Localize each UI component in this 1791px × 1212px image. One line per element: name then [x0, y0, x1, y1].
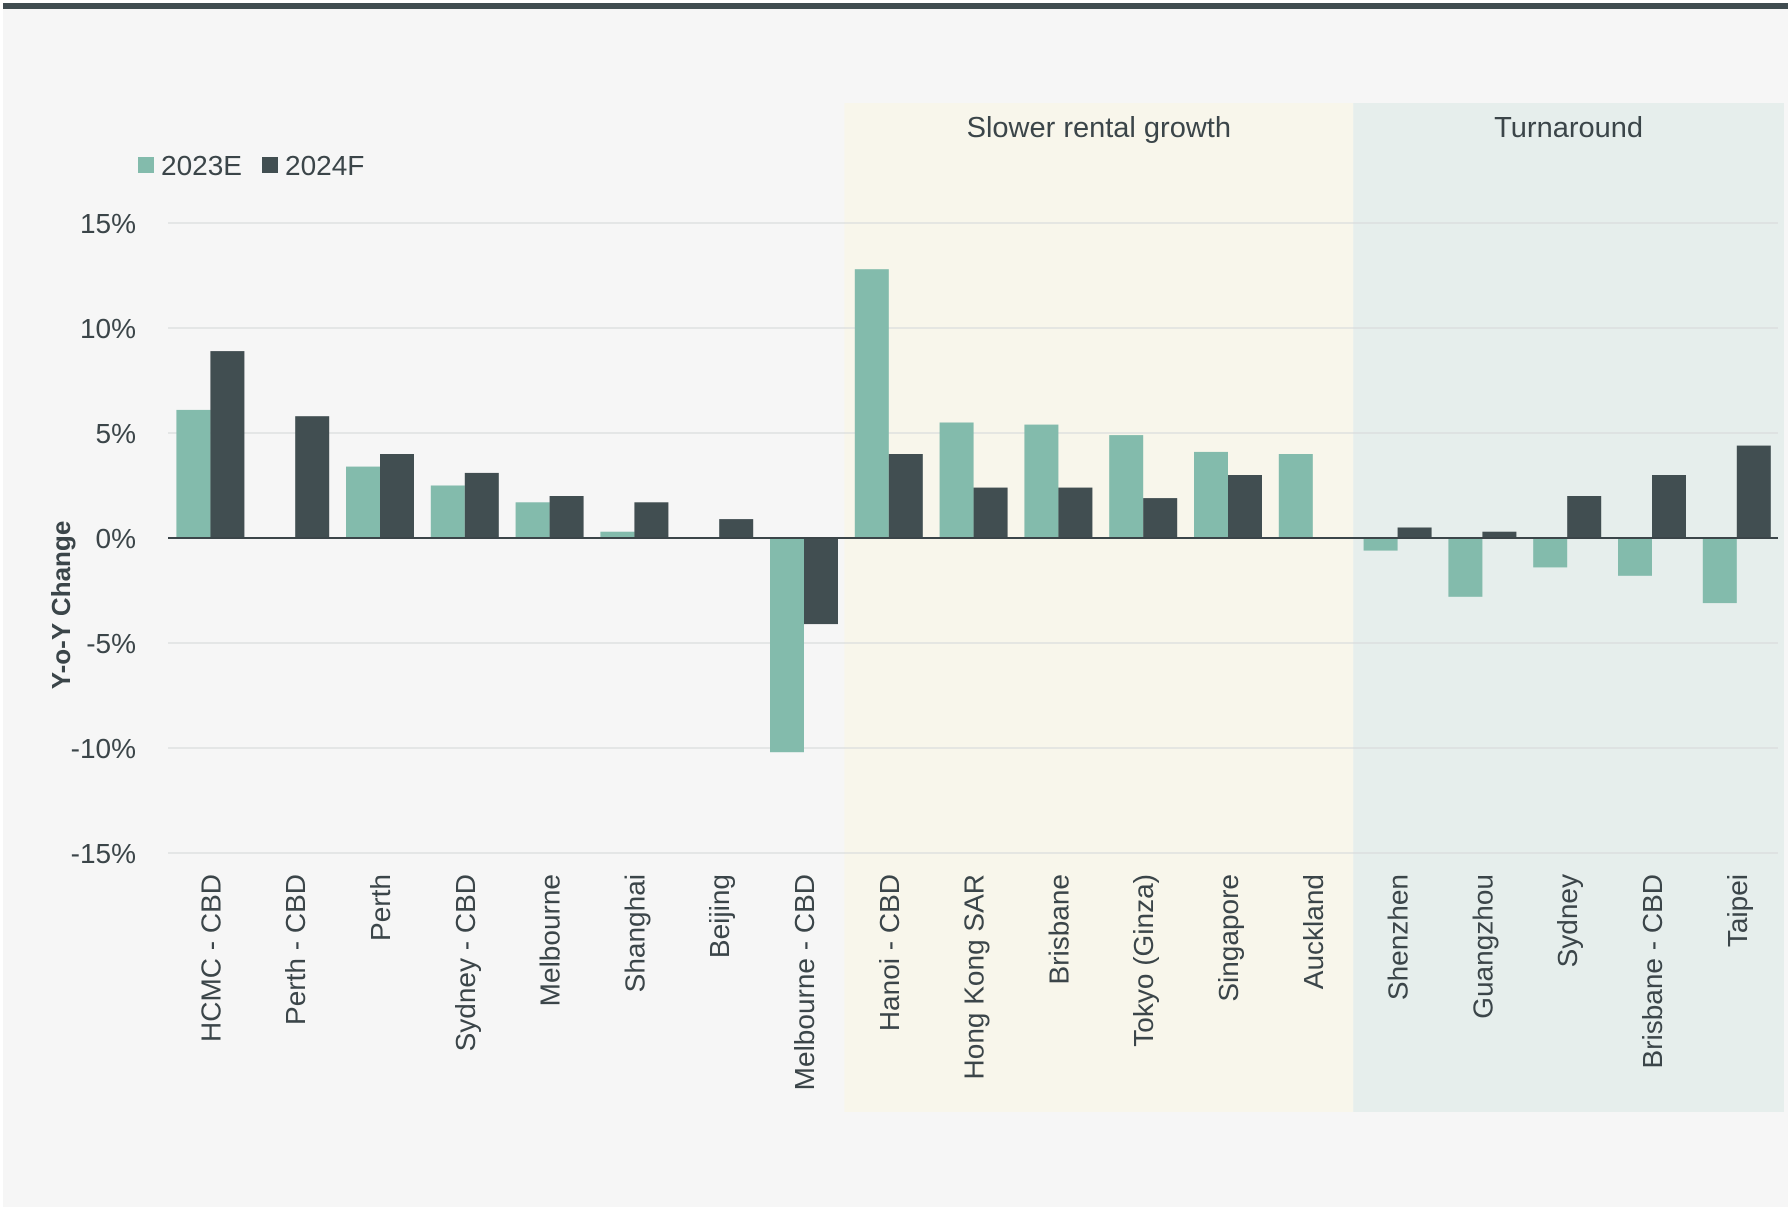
x-tick-label: Guangzhou [1467, 874, 1498, 1019]
bar-2023E-brisbane [1024, 424, 1059, 538]
x-tick-label: Shenzhen [1383, 874, 1414, 1000]
x-tick-label: Hong Kong SAR [959, 874, 990, 1079]
x-tick-label: Brisbane - CBD [1637, 874, 1668, 1069]
bar-2024F-tokyo-ginza [1143, 498, 1178, 538]
bar-2024F-hanoi-cbd [888, 454, 923, 538]
bar-2023E-shenzhen [1363, 538, 1398, 551]
legend-label-2024F: 2024F [285, 150, 364, 181]
bar-2023E-tokyo-ginza [1109, 435, 1144, 538]
x-tick-label: Taipei [1722, 874, 1753, 947]
x-tick-label: Auckland [1298, 874, 1329, 989]
y-tick-label: -5% [86, 628, 136, 659]
x-tick-label: Sydney - CBD [450, 874, 481, 1051]
x-tick-label: Shanghai [619, 874, 650, 992]
x-tick-label: Singapore [1213, 874, 1244, 1002]
bar-2024F-shanghai [634, 502, 669, 538]
bar-2024F-sydney-cbd [464, 472, 499, 538]
region-band-slower-rental-growth [844, 103, 1354, 1112]
bar-2024F-hong-kong-sar [973, 487, 1008, 538]
x-tick-label: Perth - CBD [280, 874, 311, 1025]
bar-2023E-melbourne [515, 502, 550, 538]
y-tick-label: 5% [96, 418, 136, 449]
y-tick-label: 10% [80, 313, 136, 344]
bar-2023E-shanghai [600, 531, 635, 538]
bar-2023E-hcmc-cbd [176, 409, 211, 538]
bar-2024F-melbourne-cbd [804, 538, 838, 625]
x-tick-label: Hanoi - CBD [874, 874, 905, 1031]
bar-2023E-auckland [1278, 454, 1313, 538]
bar-2023E-sydney-cbd [430, 485, 465, 538]
y-axis-title: Y-o-Y Change [46, 521, 76, 690]
y-tick-label: 15% [80, 208, 136, 239]
bar-2023E-hong-kong-sar [939, 422, 974, 538]
bar-2024F-shenzhen [1397, 527, 1432, 538]
bar-2024F-sydney [1567, 496, 1602, 538]
top-rule [3, 3, 1788, 9]
bar-2024F-singapore [1228, 475, 1262, 538]
bar-2024F-brisbane-cbd [1652, 475, 1686, 538]
bar-2023E-guangzhou [1448, 538, 1483, 597]
x-tick-label: Perth [365, 874, 396, 941]
bar-2023E-melbourne-cbd [770, 538, 804, 753]
bar-2024F-melbourne [549, 496, 584, 538]
x-tick-label: Tokyo (Ginza) [1128, 874, 1159, 1047]
bar-2023E-sydney [1533, 538, 1568, 568]
bar-2024F-brisbane [1058, 487, 1093, 538]
x-tick-label: HCMC - CBD [195, 874, 226, 1042]
x-tick-label: Beijing [704, 874, 735, 958]
bar-2024F-guangzhou [1482, 531, 1517, 538]
bar-2024F-taipei [1736, 445, 1771, 538]
x-tick-label: Melbourne - CBD [789, 874, 820, 1090]
legend-label-2023E: 2023E [161, 150, 242, 181]
y-tick-label: -10% [71, 733, 136, 764]
bar-2024F-perth [380, 454, 414, 538]
x-tick-label: Brisbane [1043, 874, 1074, 985]
x-tick-label: Sydney [1552, 874, 1583, 967]
legend-swatch-2023E [138, 157, 154, 173]
bar-2024F-beijing [719, 519, 754, 538]
bar-2023E-brisbane-cbd [1618, 538, 1652, 576]
y-tick-label: -15% [71, 838, 136, 869]
region-label-slower-rental-growth: Slower rental growth [967, 112, 1231, 144]
y-tick-label: 0% [96, 523, 136, 554]
region-band-turnaround [1353, 103, 1784, 1112]
region-label-turnaround: Turnaround [1494, 112, 1643, 144]
bar-2023E-perth [346, 466, 380, 538]
bar-2024F-hcmc-cbd [210, 351, 245, 538]
bar-2023E-taipei [1702, 538, 1737, 604]
legend-swatch-2024F [262, 157, 278, 173]
bar-2023E-singapore [1194, 451, 1228, 538]
bar-2024F-perth-cbd [295, 416, 330, 538]
x-tick-label: Melbourne [535, 874, 566, 1006]
bar-2023E-hanoi-cbd [854, 269, 889, 538]
legend: 2023E 2024F [138, 150, 364, 181]
